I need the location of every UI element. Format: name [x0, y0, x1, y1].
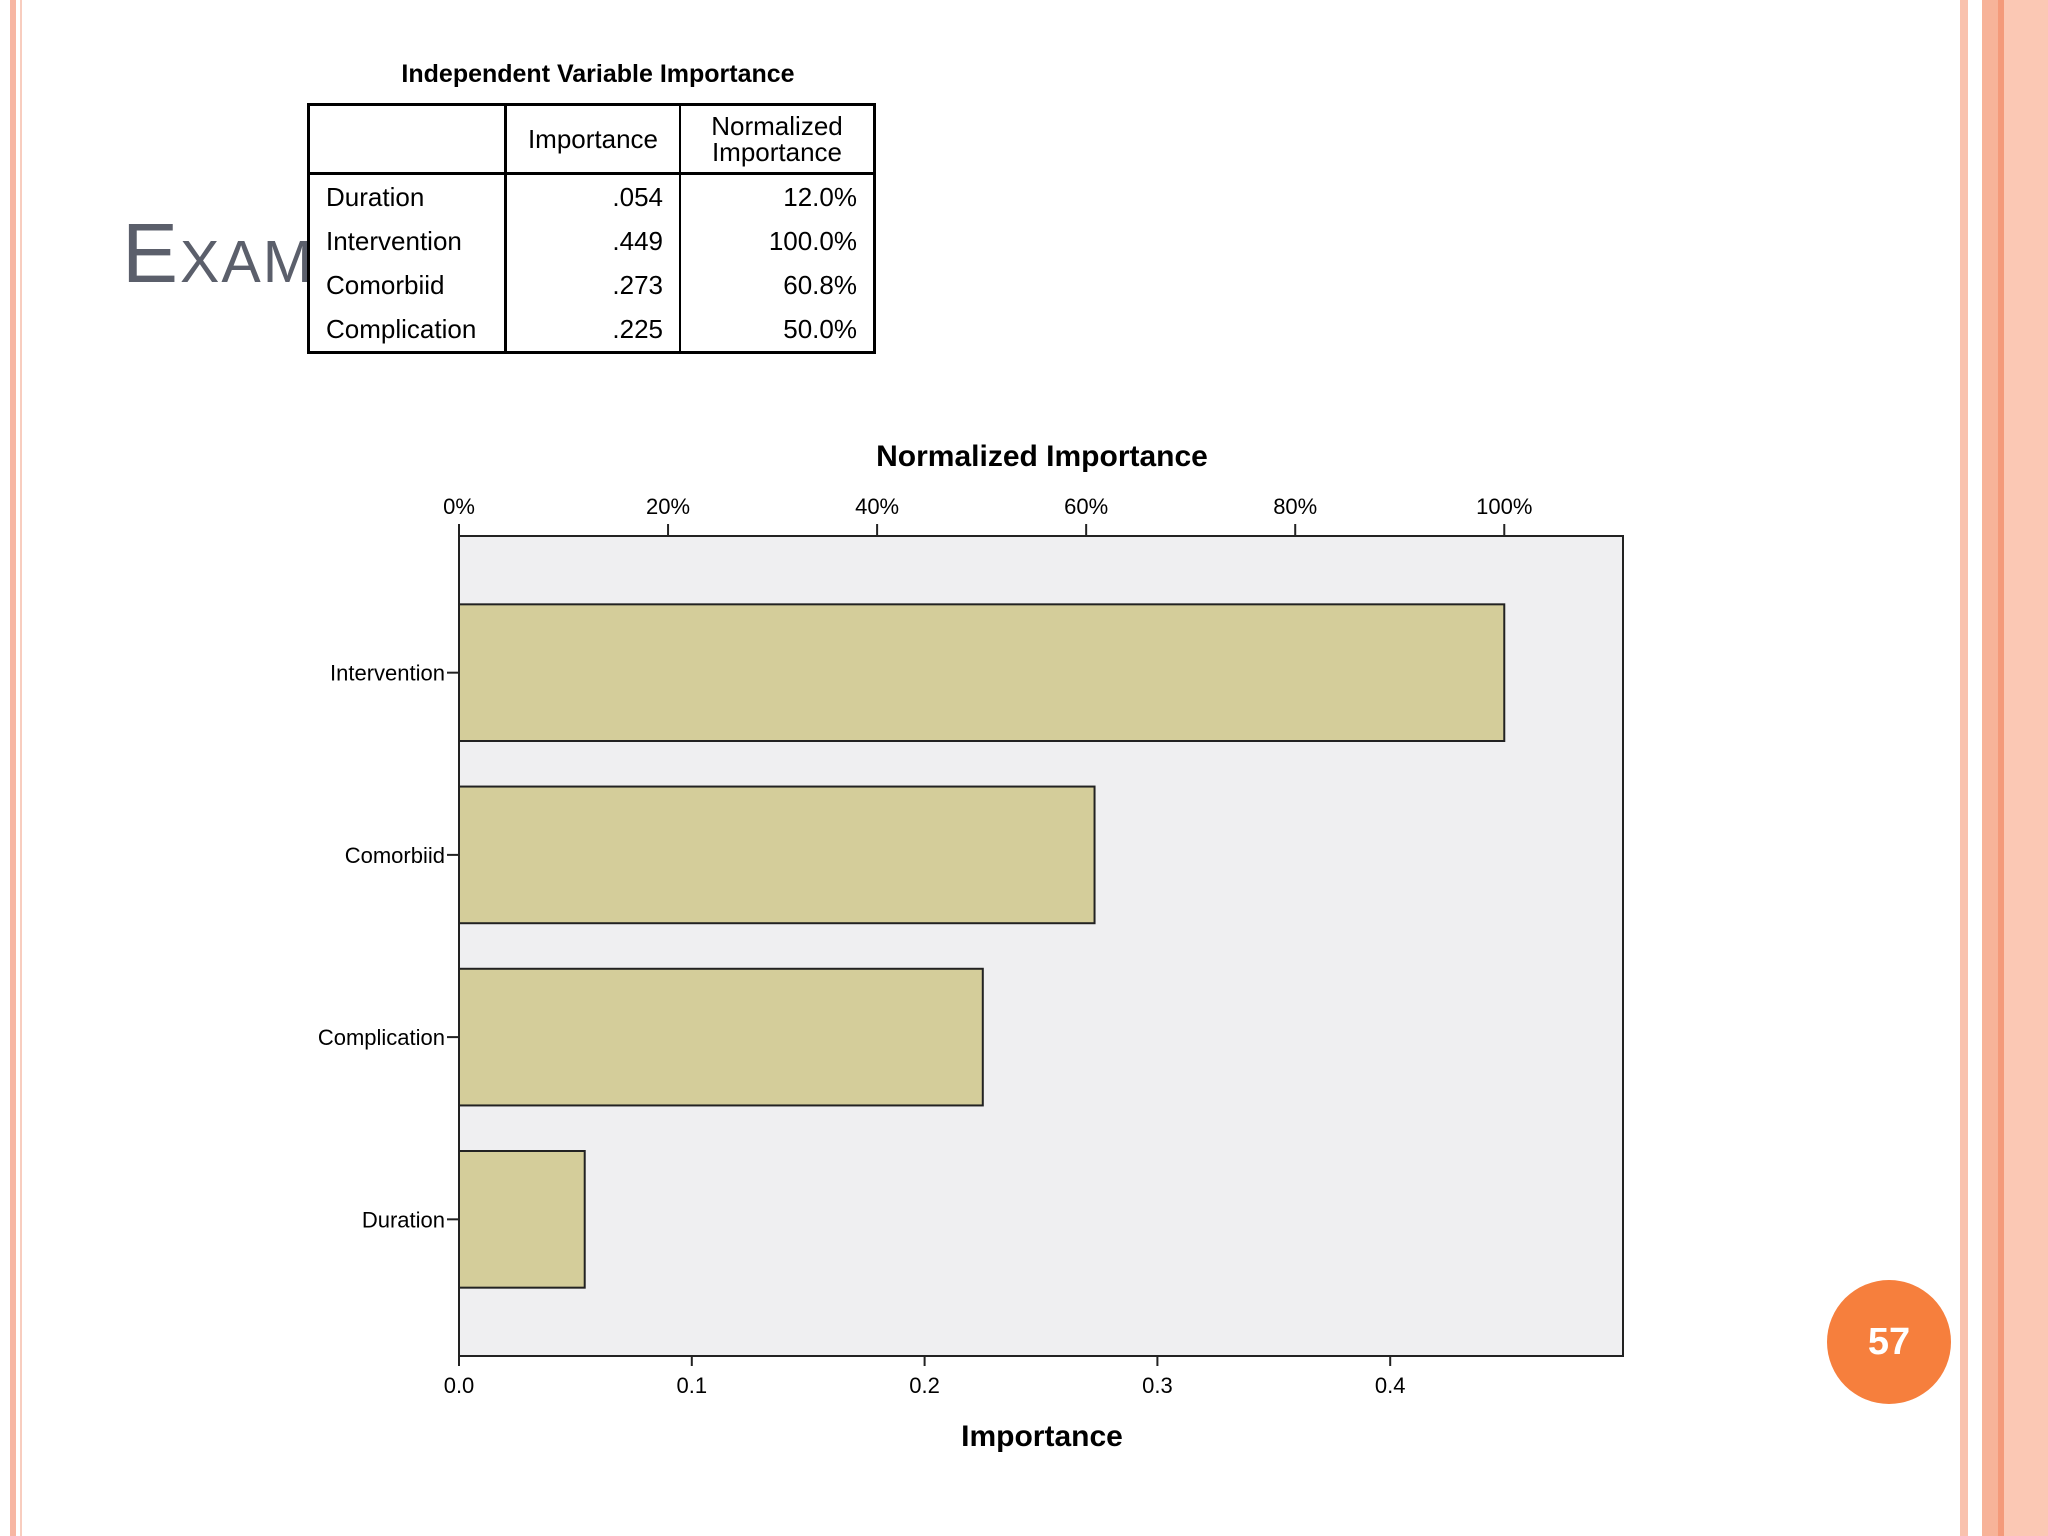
table-cell-importance: .225: [505, 307, 681, 353]
top-tick-label: 60%: [1064, 494, 1108, 519]
x-tick-label: 0.3: [1142, 1373, 1173, 1398]
y-tick-label: Complication: [318, 1025, 445, 1050]
slide-border-left-thin: [20, 0, 22, 1536]
table-cell-normalized: 60.8%: [783, 269, 857, 300]
top-tick-label: 80%: [1273, 494, 1317, 519]
top-tick-label: 40%: [855, 494, 899, 519]
table-row: Intervention .449 100.0%: [308, 219, 875, 263]
page-number-badge: 57: [1827, 1280, 1951, 1404]
table-cell-importance: .449: [505, 219, 681, 263]
table-row: Comorbiid .273 60.8%: [308, 263, 875, 307]
top-tick-label: 0%: [443, 494, 475, 519]
top-tick-label: 100%: [1476, 494, 1532, 519]
bar-complication: [458, 967, 984, 1107]
x-tick-label: 0.1: [677, 1373, 708, 1398]
bar-comorbiid: [458, 785, 1096, 925]
slide-border-right-outer: [2004, 0, 2048, 1536]
table-header-importance: Importance: [505, 104, 681, 175]
table-cell-name: Comorbiid: [308, 263, 507, 307]
table-row: Complication .225 50.0%: [308, 307, 875, 353]
importance-table: Importance Normalized Importance Duratio…: [307, 103, 876, 354]
chart-x-axis-label: Importance: [961, 1420, 1123, 1453]
table-header-normalized: Normalized Importance: [680, 104, 875, 175]
table-cell-name: Complication: [308, 307, 507, 353]
slide-border-right: [1982, 0, 1998, 1536]
x-tick-label: 0.2: [909, 1373, 940, 1398]
x-tick-label: 0.4: [1375, 1373, 1406, 1398]
top-tick-label: 20%: [646, 494, 690, 519]
y-tick-label: Duration: [362, 1207, 445, 1232]
table-cell-normalized: 50.0%: [783, 313, 857, 344]
table-header-row: Importance Normalized Importance: [308, 104, 875, 175]
table-cell-importance: .054: [505, 173, 681, 219]
table-header-empty: [308, 104, 507, 175]
table-cell-name: Duration: [308, 173, 507, 219]
bar-duration: [458, 1150, 586, 1289]
slide-border-left: [10, 0, 16, 1536]
table-cell-normalized: 12.0%: [783, 181, 857, 212]
x-tick-label: 0.0: [444, 1373, 475, 1398]
slide-border-right-thin: [1960, 0, 1968, 1536]
table-cell-normalized: 100.0%: [768, 225, 857, 256]
table-title: Independent Variable Importance: [401, 60, 795, 88]
y-tick-label: Intervention: [330, 661, 445, 686]
table-row: Duration .054 12.0%: [308, 173, 875, 219]
chart-layer: Intervention Comorbiid Complication Duratio…: [318, 494, 1624, 1398]
table-cell-importance: .273: [505, 263, 681, 307]
y-tick-label: Comorbiid: [345, 843, 445, 868]
chart-title: Normalized Importance: [876, 440, 1208, 473]
slide-border-right-line: [1998, 0, 2004, 1536]
table-cell-name: Intervention: [308, 219, 507, 263]
bar-intervention: [458, 603, 1506, 742]
